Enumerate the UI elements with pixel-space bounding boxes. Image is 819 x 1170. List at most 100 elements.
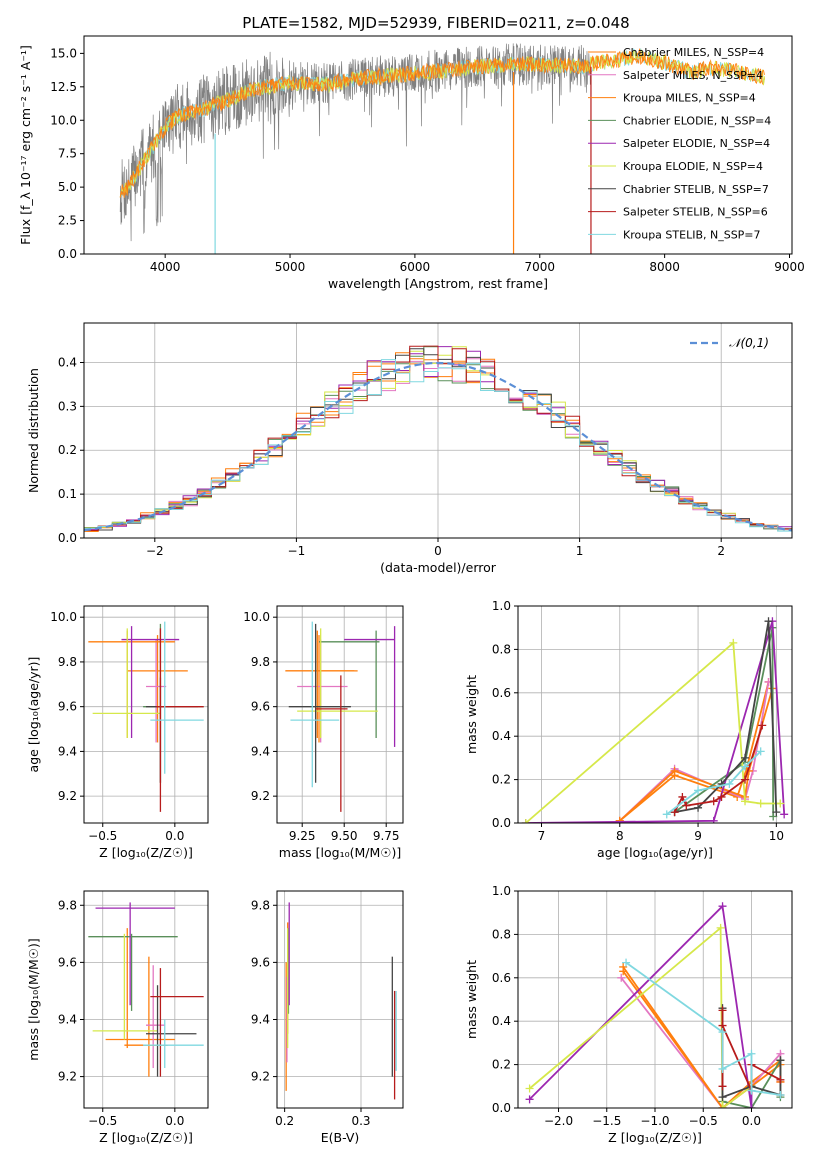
y-tick-label: 5.0 bbox=[58, 180, 77, 194]
y-tick-label: 0.4 bbox=[58, 355, 77, 369]
plot-area bbox=[285, 902, 397, 1100]
weight-point-marker bbox=[747, 1086, 756, 1095]
y-tick-label: 7.5 bbox=[58, 147, 77, 161]
model-spectrum-line bbox=[119, 48, 765, 198]
y-tick-label: 9.4 bbox=[251, 744, 270, 758]
y-tick-label: 2.5 bbox=[58, 214, 77, 228]
y-tick-label: 9.2 bbox=[251, 789, 270, 803]
weight-point-marker bbox=[729, 638, 738, 647]
x-tick-label: −0.5 bbox=[88, 1114, 117, 1128]
weight-series-line bbox=[721, 1010, 781, 1091]
weight-point-marker bbox=[756, 747, 765, 756]
plot-area bbox=[525, 902, 785, 1108]
weight-point-marker bbox=[772, 808, 781, 817]
y-tick-label: 9.8 bbox=[251, 898, 270, 912]
axes-frame bbox=[83, 605, 209, 824]
panel-spectrum: 4000 5000 6000 7000 8000 9000 0.0 2.5 5.0 7.5 10.0… bbox=[18, 35, 805, 291]
weight-point-marker bbox=[747, 1104, 756, 1108]
weight-point-marker bbox=[709, 816, 718, 823]
weight-point-marker bbox=[764, 617, 773, 626]
x-tick-label: 9000 bbox=[774, 260, 805, 274]
weight-point-marker bbox=[682, 801, 691, 810]
weight-point-marker bbox=[747, 1049, 756, 1058]
y-tick-label: 0.0 bbox=[492, 816, 511, 830]
weight-point-marker bbox=[670, 766, 679, 775]
y-axis-label: Flux [f_λ 10⁻¹⁷ erg cm⁻² s⁻¹ A⁻¹] bbox=[18, 45, 33, 245]
weight-point-marker bbox=[617, 973, 626, 982]
weight-point-marker bbox=[525, 1084, 534, 1093]
weight-series-line bbox=[622, 966, 782, 1108]
y-axis-label: mass [log₁₀(M/M☉)] bbox=[26, 938, 41, 1060]
y-axis-label: mass weight bbox=[464, 960, 479, 1039]
x-axis-label: (data-model)/error bbox=[380, 560, 497, 575]
x-tick-label: −1.0 bbox=[640, 1114, 669, 1128]
plot-area bbox=[88, 621, 204, 812]
legend-label: Kroupa ELODIE, N_SSP=4 bbox=[623, 160, 763, 173]
y-tick-label: 9.4 bbox=[251, 1012, 270, 1026]
residual-histogram bbox=[84, 359, 792, 535]
y-tick-label: 0.0 bbox=[58, 247, 77, 261]
x-tick-label: 6000 bbox=[400, 260, 431, 274]
plot-area bbox=[119, 43, 765, 254]
y-tick-label: 0.1 bbox=[58, 487, 77, 501]
y-tick-label: 0.2 bbox=[492, 1058, 511, 1072]
y-axis-label: age [log₁₀(age/yr)] bbox=[26, 657, 41, 773]
weight-point-marker bbox=[694, 803, 703, 812]
weight-point-marker bbox=[725, 779, 734, 788]
y-tick-label: 9.6 bbox=[251, 700, 270, 714]
y-axis-label: mass weight bbox=[464, 675, 479, 754]
weight-point-marker bbox=[718, 1093, 727, 1102]
weight-point-marker bbox=[741, 762, 750, 771]
weight-point-marker bbox=[670, 808, 679, 817]
y-tick-label: 9.6 bbox=[58, 955, 77, 969]
legend-label: Salpeter MILES, N_SSP=4 bbox=[623, 69, 763, 82]
weight-point-marker bbox=[776, 799, 785, 808]
weight-point-marker bbox=[769, 812, 778, 821]
y-tick-label: 9.6 bbox=[58, 700, 77, 714]
y-tick-label: 9.2 bbox=[58, 789, 77, 803]
weight-point-marker bbox=[717, 792, 726, 801]
y-tick-label: 10.0 bbox=[50, 610, 77, 624]
weight-point-marker bbox=[718, 1006, 727, 1015]
x-tick-label: 0.2 bbox=[275, 1114, 294, 1128]
x-tick-label: 2 bbox=[717, 544, 725, 558]
plot-area bbox=[521, 617, 789, 823]
x-tick-label: 9.75 bbox=[373, 829, 400, 843]
weight-point-marker bbox=[776, 1075, 785, 1084]
x-tick-label: 8000 bbox=[649, 260, 680, 274]
weight-series-line bbox=[525, 620, 786, 823]
y-tick-label: 9.8 bbox=[251, 655, 270, 669]
legend-label: Chabrier MILES, N_SSP=4 bbox=[623, 46, 764, 59]
x-tick-label: 7 bbox=[538, 829, 546, 843]
weight-point-marker bbox=[718, 1028, 727, 1037]
x-tick-label: 0.3 bbox=[351, 1114, 370, 1128]
model-spectrum-line bbox=[119, 49, 765, 198]
weight-point-marker bbox=[776, 1090, 785, 1099]
x-tick-label: −2 bbox=[146, 544, 164, 558]
weight-point-marker bbox=[619, 967, 628, 976]
x-axis-label: E(B-V) bbox=[321, 1130, 360, 1145]
plot-area bbox=[84, 345, 792, 535]
axes-frame bbox=[83, 35, 793, 255]
spectrum-legend: Chabrier MILES, N_SSP=4 Salpeter MILES, N… bbox=[588, 46, 771, 241]
y-tick-label: 1.0 bbox=[492, 599, 511, 613]
y-tick-label: 10.0 bbox=[243, 610, 270, 624]
y-axis-label: Normed distribution bbox=[26, 368, 41, 493]
x-axis-label: wavelength [Angstrom, rest frame] bbox=[328, 276, 548, 291]
x-tick-label: −0.5 bbox=[689, 1114, 718, 1128]
x-tick-label: 0.0 bbox=[165, 829, 184, 843]
weight-point-marker bbox=[678, 792, 687, 801]
weight-point-marker bbox=[709, 797, 718, 806]
axes-frame bbox=[276, 605, 404, 824]
legend-label: Salpeter ELODIE, N_SSP=4 bbox=[623, 137, 770, 150]
y-tick-label: 9.2 bbox=[251, 1070, 270, 1084]
x-tick-label: 9 bbox=[694, 829, 702, 843]
panel-mass_vs_ebv: 0.2 0.3 9.2 9.4 9.6 9.8 E(B-V) bbox=[251, 890, 404, 1145]
x-tick-label: 8 bbox=[616, 829, 624, 843]
weight-series-line bbox=[625, 961, 781, 1096]
x-axis-label: Z [log₁₀(Z/Z☉)] bbox=[99, 845, 193, 860]
y-tick-label: 0.0 bbox=[492, 1101, 511, 1115]
panel-mass_vs_Z: −0.5 0.0 9.2 9.4 9.6 9.8 Z [log₁₀(Z/Z☉)] mass [… bbox=[26, 890, 209, 1145]
x-tick-label: −1 bbox=[288, 544, 306, 558]
